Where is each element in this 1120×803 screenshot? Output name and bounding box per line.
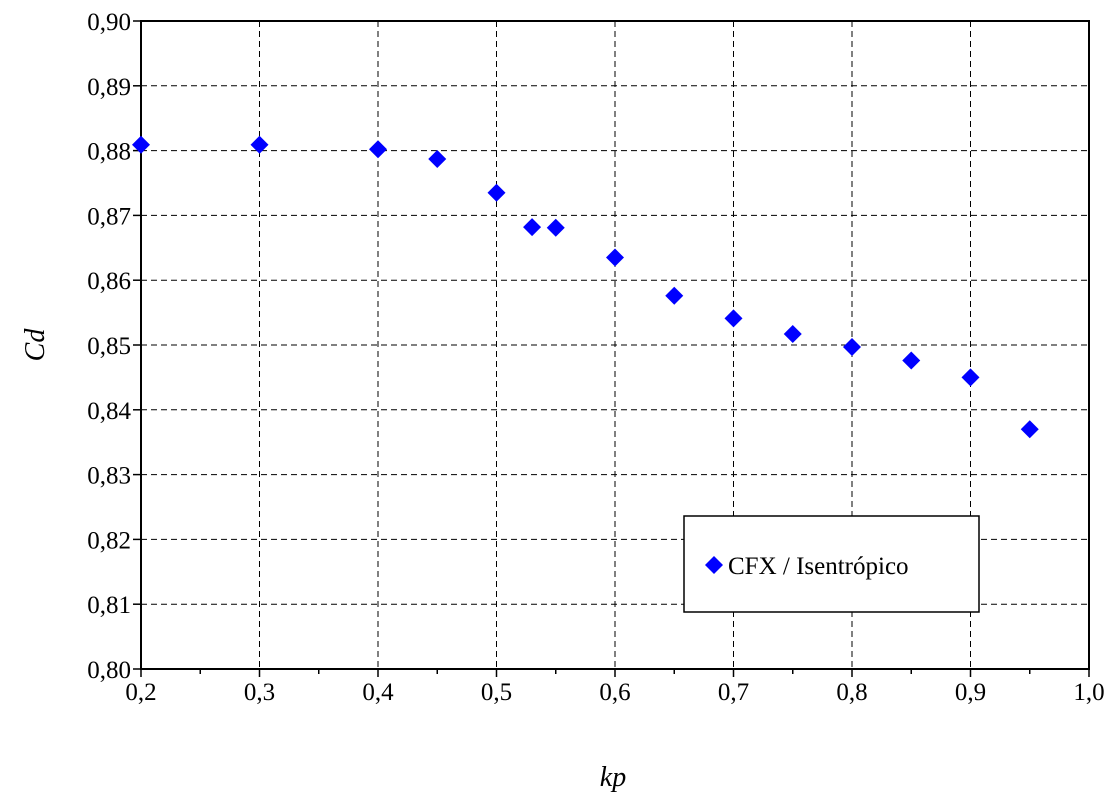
x-tick-label: 0,2 (125, 679, 156, 706)
data-point (428, 150, 447, 169)
data-point (523, 218, 542, 237)
x-tick-label: 0,8 (836, 679, 867, 706)
data-point (961, 368, 980, 387)
legend-marker-icon (705, 556, 723, 574)
data-point (250, 135, 269, 154)
y-tick-label: 0,82 (87, 527, 131, 554)
x-axis-title: kp (600, 762, 626, 793)
data-point (606, 248, 624, 267)
legend-label: CFX / Isentrópico (728, 553, 909, 580)
data-point (487, 183, 506, 202)
x-tick-label: 0,7 (718, 679, 749, 706)
x-tick-labels: 0,2 0,3 0,4 0,5 0,6 0,7 0,8 0,9 1,0 (125, 679, 1104, 706)
data-points (132, 135, 1039, 439)
data-point (132, 135, 150, 154)
data-point (665, 286, 684, 305)
y-tick-label: 0,86 (87, 268, 131, 295)
y-tick-label: 0,81 (87, 592, 131, 619)
y-tick-label: 0,85 (87, 333, 131, 360)
x-tick-label: 0,4 (362, 679, 394, 706)
y-tick-label: 0,84 (87, 398, 131, 425)
legend-box (683, 515, 980, 613)
x-tick-label: 0,3 (244, 679, 275, 706)
legend: CFX / Isentrópico (683, 515, 980, 613)
x-tick-label: 0,9 (955, 679, 986, 706)
data-point (1020, 420, 1039, 439)
y-tick-label: 0,80 (87, 657, 131, 684)
x-tick-label: 0,6 (599, 679, 630, 706)
data-point (724, 309, 743, 328)
data-point (783, 324, 802, 343)
y-tick-label: 0,90 (87, 9, 131, 36)
data-point (369, 140, 387, 159)
data-point (843, 337, 861, 356)
y-tick-labels: 0,80 0,81 0,82 0,83 0,84 0,85 0,86 0,87 0,88 0,89… (87, 9, 131, 684)
data-point (546, 218, 565, 237)
y-tick-label: 0,87 (87, 203, 131, 230)
data-point (902, 351, 921, 370)
x-tick-label: 0,5 (481, 679, 512, 706)
y-tick-label: 0,89 (87, 74, 131, 101)
y-tick-label: 0,83 (87, 463, 131, 490)
x-tick-label: 1,0 (1073, 679, 1104, 706)
y-axis-title: Cd (20, 328, 51, 362)
y-tick-label: 0,88 (87, 139, 131, 166)
